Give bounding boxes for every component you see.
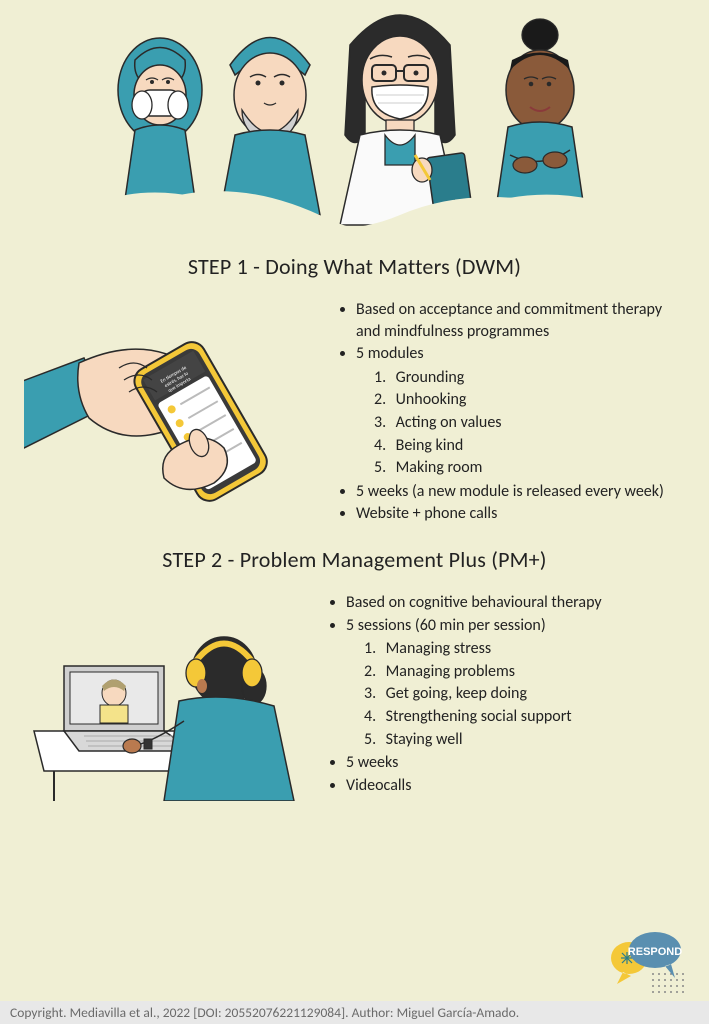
footer-copyright: Copyright. Mediavilla et al., 2022 [DOI:… bbox=[0, 1001, 709, 1024]
step2-session: 1. Managing stress bbox=[364, 638, 685, 660]
step2-session: 4. Strengthening social support bbox=[364, 706, 685, 728]
respond-logo: RESPOND bbox=[593, 928, 693, 998]
hero-illustration bbox=[0, 0, 709, 235]
step2-bullet: 5 sessions (60 min per session) 1. Manag… bbox=[346, 615, 685, 751]
step1-module: 4. Being kind bbox=[374, 435, 685, 457]
step2-session: 5. Staying well bbox=[364, 729, 685, 751]
step1-bullet: 5 weeks (a new module is released every … bbox=[356, 481, 685, 503]
step2-bullet: 5 weeks bbox=[346, 752, 685, 774]
step1-title: STEP 1 - Doing What Matters (DWM) bbox=[0, 253, 709, 280]
step2-illustration bbox=[24, 591, 314, 801]
step1-bullet: Based on acceptance and commitment thera… bbox=[356, 299, 685, 342]
step1-module: 1. Grounding bbox=[374, 367, 685, 389]
step1-module: 5. Making room bbox=[374, 457, 685, 479]
step2-block: Based on cognitive behavioural therapy 5… bbox=[0, 591, 709, 801]
step2-bullet: Based on cognitive behavioural therapy bbox=[346, 592, 685, 614]
step1-illustration: En tiempos de estrés, haz lo que importa bbox=[24, 298, 324, 528]
step1-block: En tiempos de estrés, haz lo que importa bbox=[0, 298, 709, 528]
step1-text: Based on acceptance and commitment thera… bbox=[324, 298, 685, 526]
step1-module: 2. Unhooking bbox=[374, 389, 685, 411]
step1-bullet: 5 modules 1. Grounding 2. Unhooking 3. A… bbox=[356, 343, 685, 479]
step2-text: Based on cognitive behavioural therapy 5… bbox=[314, 591, 685, 797]
logo-text: RESPOND bbox=[628, 946, 682, 958]
step2-bullet: Videocalls bbox=[346, 775, 685, 797]
step1-module: 3. Acting on values bbox=[374, 412, 685, 434]
healthcare-workers-svg bbox=[0, 0, 709, 235]
step2-session: 3. Get going, keep doing bbox=[364, 683, 685, 705]
step2-session: 2. Managing problems bbox=[364, 661, 685, 683]
step1-bullet: Website + phone calls bbox=[356, 503, 685, 525]
step2-title: STEP 2 - Problem Management Plus (PM+) bbox=[0, 546, 709, 573]
